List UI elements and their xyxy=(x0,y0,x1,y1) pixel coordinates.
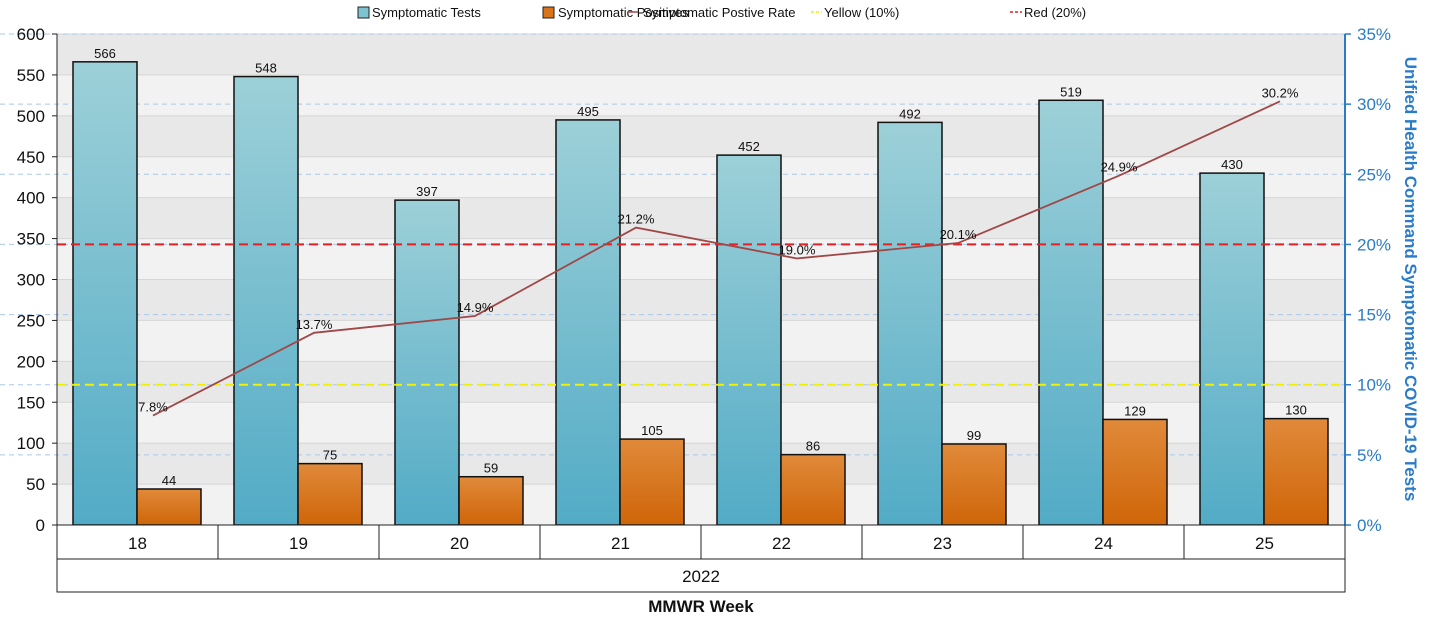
bar-symptomatic-positives xyxy=(780,453,846,526)
legend-swatch-positives xyxy=(542,6,555,19)
year-group-cell xyxy=(56,558,1346,593)
category-cell xyxy=(378,524,541,560)
rate-label: 24.9% xyxy=(1101,160,1138,175)
bar-symptomatic-positives xyxy=(1263,417,1329,526)
right-tick-label: 30% xyxy=(1357,95,1391,114)
rate-label: 19.0% xyxy=(779,242,816,257)
right-tick-label: 35% xyxy=(1357,25,1391,44)
left-tick-label: 150 xyxy=(17,393,45,412)
left-tick-label: 0 xyxy=(36,516,45,535)
bar-symptomatic-tests xyxy=(233,75,299,526)
reference-lines xyxy=(57,243,1345,386)
category-label: 22 xyxy=(772,534,791,553)
category-label: 23 xyxy=(933,534,952,553)
rate-label: 30.2% xyxy=(1262,85,1299,100)
bar-label-tests: 566 xyxy=(94,46,116,61)
category-label: 20 xyxy=(450,534,469,553)
legend-label-tests: Symptomatic Tests xyxy=(372,5,481,20)
category-label: 25 xyxy=(1255,534,1274,553)
left-tick-label: 450 xyxy=(17,148,45,167)
legend: Symptomatic Tests Symptomatic PositivesSy… xyxy=(357,5,1086,20)
right-axis-title: Unified Health Command Symptomatic COVID… xyxy=(1401,57,1420,502)
bars: 566 44 548 75 397 59 495 105 452 86 492 99 519 129 430… xyxy=(72,46,1329,526)
left-tick-label: 600 xyxy=(17,25,45,44)
left-tick-label: 500 xyxy=(17,107,45,126)
bar-label-positives: 105 xyxy=(641,423,663,438)
rate-label: 13.7% xyxy=(296,317,333,332)
bar-label-tests: 519 xyxy=(1060,84,1082,99)
bar-label-tests: 492 xyxy=(899,106,921,121)
bar-label-positives: 130 xyxy=(1285,403,1307,418)
bar-label-tests: 452 xyxy=(738,139,760,154)
bar-symptomatic-positives xyxy=(458,475,524,526)
bar-label-tests: 548 xyxy=(255,61,277,76)
category-cell xyxy=(56,524,219,560)
category-cell xyxy=(861,524,1024,560)
axes: 0 50 100 150 200 250 300 350 400 450 500 550 600 0% 5%… xyxy=(17,25,1420,616)
right-tick-label: 5% xyxy=(1357,446,1382,465)
bar-label-positives: 129 xyxy=(1124,403,1146,418)
left-tick-label: 300 xyxy=(17,271,45,290)
bar-symptomatic-tests xyxy=(1199,172,1265,526)
bar-symptomatic-positives xyxy=(297,462,363,526)
left-tick-label: 250 xyxy=(17,311,45,330)
bar-symptomatic-tests xyxy=(72,61,138,526)
plot-band xyxy=(57,34,1345,75)
right-tick-label: 25% xyxy=(1357,165,1391,184)
legend-label-rate: Symptomatic Postive Rate xyxy=(643,5,795,20)
legend-label-yellow: Yellow (10%) xyxy=(824,5,899,20)
category-cell xyxy=(700,524,863,560)
rate-label: 14.9% xyxy=(457,300,494,315)
left-tick-label: 100 xyxy=(17,434,45,453)
bar-symptomatic-tests xyxy=(1038,99,1104,526)
rate-line: 7.8% 13.7% 14.9% 21.2% 19.0% 20.1% 24.9% 30.2% xyxy=(138,85,1299,417)
right-tick-label: 20% xyxy=(1357,235,1391,254)
rate-label: 7.8% xyxy=(138,400,168,415)
category-cell xyxy=(1022,524,1185,560)
legend-label-red: Red (20%) xyxy=(1024,5,1086,20)
bar-symptomatic-tests xyxy=(716,154,782,526)
right-tick-label: 10% xyxy=(1357,376,1391,395)
bar-symptomatic-tests xyxy=(555,119,621,526)
category-cell xyxy=(1183,524,1346,560)
bar-label-tests: 397 xyxy=(416,184,438,199)
bar-label-tests: 495 xyxy=(577,104,599,119)
left-tick-label: 200 xyxy=(17,352,45,371)
legend-label-positives: Symptomatic Positives xyxy=(558,5,689,20)
bar-label-positives: 99 xyxy=(967,428,981,443)
bar-symptomatic-positives xyxy=(136,488,202,526)
bar-label-positives: 86 xyxy=(806,439,820,454)
bar-label-positives: 44 xyxy=(162,473,176,488)
rate-label: 21.2% xyxy=(618,212,655,227)
rate-label: 20.1% xyxy=(940,227,977,242)
bar-label-tests: 430 xyxy=(1221,157,1243,172)
category-label: 24 xyxy=(1094,534,1113,553)
bar-label-positives: 75 xyxy=(323,448,337,463)
bar-symptomatic-positives xyxy=(941,443,1007,526)
bar-symptomatic-tests xyxy=(394,199,460,526)
right-tick-label: 0% xyxy=(1357,516,1382,535)
bar-symptomatic-positives xyxy=(619,438,685,526)
left-tick-label: 350 xyxy=(17,230,45,249)
bar-symptomatic-positives xyxy=(1102,418,1168,526)
category-cell xyxy=(217,524,380,560)
left-tick-label: 50 xyxy=(26,475,45,494)
x-axis-title: MMWR Week xyxy=(648,597,754,616)
bar-label-positives: 59 xyxy=(484,461,498,476)
legend-swatch-tests xyxy=(357,6,370,19)
rate-line-path xyxy=(152,100,1281,417)
left-tick-label: 550 xyxy=(17,66,45,85)
right-tick-label: 15% xyxy=(1357,306,1391,325)
bar-symptomatic-tests xyxy=(877,121,943,526)
left-tick-label: 400 xyxy=(17,189,45,208)
category-label: 19 xyxy=(289,534,308,553)
category-label: 18 xyxy=(128,534,147,553)
year-group-label: 2022 xyxy=(682,567,720,586)
category-label: 21 xyxy=(611,534,630,553)
